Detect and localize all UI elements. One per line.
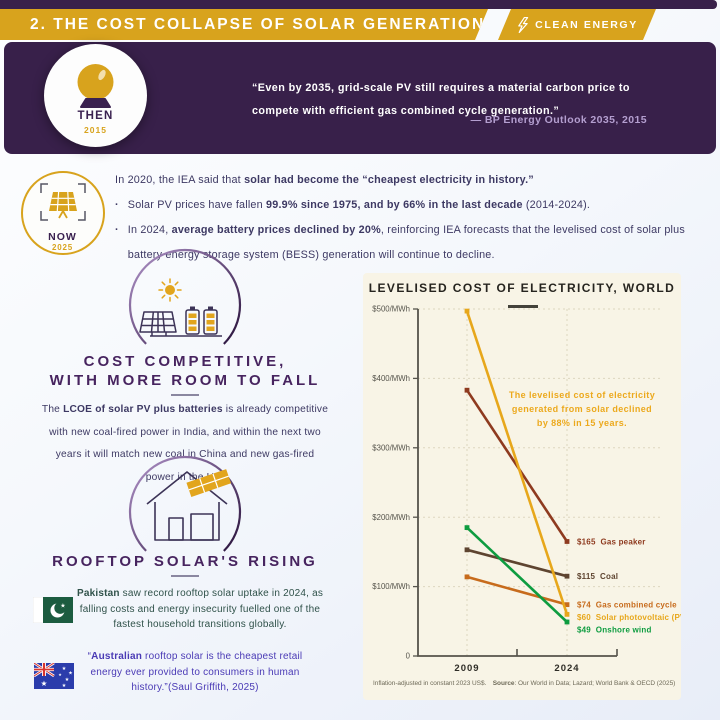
- svg-text:2009: 2009: [454, 663, 479, 674]
- svg-text:$49 Onshore wind: $49 Onshore wind: [577, 626, 652, 635]
- cost-card-heading: COST COMPETITIVE, WITH MORE ROOM TO FALL: [20, 352, 350, 390]
- svg-text:The levelised cost of electric: The levelised cost of electricity: [509, 390, 655, 400]
- clean-energy-label: CLEAN ENERGY: [535, 18, 638, 31]
- svg-text:★: ★: [62, 666, 67, 672]
- svg-text:$400/MWh: $400/MWh: [372, 374, 410, 383]
- svg-text:★: ★: [65, 677, 70, 683]
- cost-card-arc: [128, 248, 242, 362]
- svg-text:by 88% in 15 years.: by 88% in 15 years.: [537, 418, 627, 428]
- divider: [171, 575, 199, 577]
- now-intro: In 2020, the IEA said that solar had bec…: [115, 174, 534, 186]
- lcoe-chart-svg: $500/MWh $400/MWh $300/MWh $200/MWh $100/MWh…: [372, 305, 681, 674]
- svg-text:★: ★: [58, 672, 62, 677]
- now-bullet-2-text: In 2024, average battery prices declined…: [127, 224, 685, 261]
- svg-text:$165 Gas peaker: $165 Gas peaker: [577, 537, 646, 546]
- cost-heading-line2: WITH MORE ROOM TO FALL: [49, 372, 321, 389]
- svg-text:$100/MWh: $100/MWh: [372, 582, 410, 591]
- svg-text:★: ★: [68, 671, 73, 677]
- australia-flag: ★ ★ ★ ★ ★ ★: [34, 663, 74, 689]
- solar-battery-icon: [139, 278, 222, 337]
- svg-text:$115 Coal: $115 Coal: [577, 572, 618, 581]
- solar-panel-icon: [40, 183, 86, 221]
- sun-icon: [158, 278, 182, 302]
- clean-energy-badge: CLEAN ENERGY: [498, 9, 656, 40]
- lightning-bolt-icon: [516, 16, 529, 34]
- now-badge: NOW 2025: [21, 171, 105, 255]
- chart-title: LEVELISED COST OF ELECTRICITY, WORLD: [368, 281, 676, 295]
- bullet-dot: ·: [115, 224, 119, 236]
- then-badge: THEN 2015: [44, 44, 147, 147]
- svg-text:2024: 2024: [554, 663, 579, 674]
- cost-card-body: The LCOE of solar PV plus batteries is a…: [41, 404, 329, 483]
- chart-title-underline: [508, 305, 538, 308]
- now-bullet-1: · Solar PV prices have fallen 99.9% sinc…: [115, 193, 715, 218]
- header-bar: 2. THE COST COLLAPSE OF SOLAR GENERATION: [0, 9, 488, 40]
- cost-heading-line1: COST COMPETITIVE,: [83, 353, 287, 370]
- svg-text:$300/MWh: $300/MWh: [372, 443, 410, 452]
- svg-text:$500/MWh: $500/MWh: [372, 305, 410, 314]
- crystal-ball-icon: [77, 64, 114, 108]
- svg-text:$60 Solar photovoltaic (PV): $60 Solar photovoltaic (PV): [577, 613, 681, 622]
- svg-text:★: ★: [60, 603, 65, 610]
- house-solar-icon: [146, 469, 232, 541]
- then-year: 2015: [84, 125, 107, 135]
- svg-text:$200/MWh: $200/MWh: [372, 513, 410, 522]
- quote-text: “Even by 2035, grid-scale PV still requi…: [252, 82, 630, 117]
- svg-text:generated from solar declined: generated from solar declined: [512, 404, 652, 414]
- quote-attribution: — BP Energy Outlook 2035, 2015: [470, 114, 647, 126]
- svg-text:0: 0: [406, 652, 411, 661]
- lcoe-chart-panel: LEVELISED COST OF ELECTRICITY, WORLD $50…: [363, 273, 681, 700]
- bullet-dot: ·: [115, 199, 119, 211]
- rooftop-card-heading: ROOFTOP SOLAR'S RISING: [52, 553, 318, 570]
- now-bullet-2: · In 2024, average battery prices declin…: [115, 218, 715, 268]
- then-banner: THEN 2015 “Even by 2035, grid-scale PV s…: [4, 42, 716, 154]
- then-label: THEN: [77, 110, 114, 122]
- now-bullet-1-text: Solar PV prices have fallen 99.9% since …: [127, 199, 591, 211]
- chart-footnote: Inflation-adjusted in constant 2023 US$.…: [373, 680, 676, 687]
- svg-text:★: ★: [41, 679, 48, 688]
- divider: [171, 394, 199, 396]
- pakistan-flag: ★: [33, 597, 73, 623]
- now-label: NOW: [48, 231, 77, 243]
- now-year: 2025: [52, 243, 73, 252]
- top-accent-strip: [0, 0, 717, 9]
- australia-quote: “Australian rooftop solar is the cheapes…: [87, 651, 303, 693]
- pakistan-text: Pakistan saw record rooftop solar uptake…: [76, 588, 324, 630]
- svg-text:★: ★: [62, 683, 67, 689]
- svg-text:$74 Gas combined cycle: $74 Gas combined cycle: [577, 601, 677, 610]
- page-title: 2. THE COST COLLAPSE OF SOLAR GENERATION: [30, 15, 486, 33]
- now-text-block: In 2020, the IEA said that solar had bec…: [115, 168, 715, 268]
